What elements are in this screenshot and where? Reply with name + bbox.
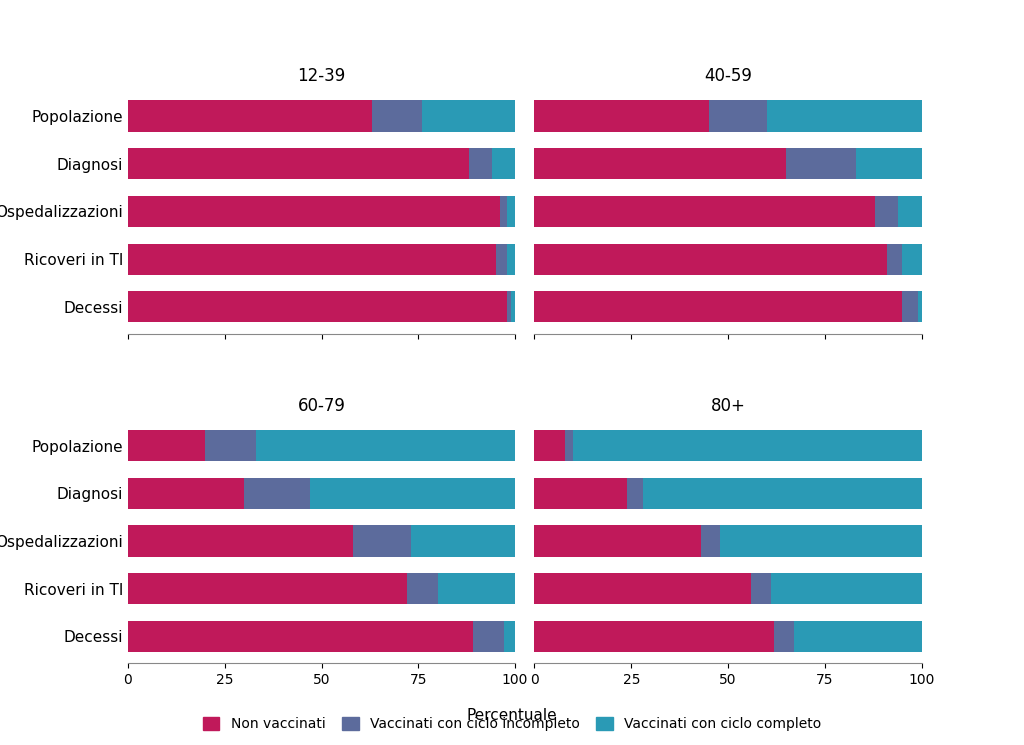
Bar: [128, 430, 206, 461]
Title: 12-39: 12-39: [297, 67, 346, 85]
Bar: [535, 573, 752, 604]
Bar: [535, 196, 876, 227]
Bar: [407, 573, 437, 604]
Bar: [492, 148, 515, 180]
Bar: [437, 573, 515, 604]
Bar: [535, 525, 701, 557]
Bar: [496, 244, 507, 275]
Bar: [128, 573, 407, 604]
Bar: [507, 291, 511, 323]
Bar: [128, 101, 372, 132]
Bar: [786, 148, 856, 180]
Bar: [902, 291, 918, 323]
Bar: [876, 196, 898, 227]
Bar: [128, 525, 352, 557]
Bar: [500, 196, 507, 227]
Bar: [511, 291, 515, 323]
Bar: [794, 621, 922, 652]
Bar: [902, 244, 922, 275]
Bar: [887, 244, 902, 275]
Bar: [352, 525, 411, 557]
Bar: [507, 244, 515, 275]
Bar: [256, 430, 515, 461]
Bar: [774, 621, 794, 652]
Bar: [918, 291, 922, 323]
Bar: [856, 148, 922, 180]
Bar: [709, 101, 767, 132]
Bar: [128, 148, 469, 180]
Bar: [767, 101, 922, 132]
Bar: [643, 478, 922, 509]
Bar: [628, 478, 643, 509]
Bar: [535, 430, 565, 461]
Bar: [535, 291, 902, 323]
Bar: [411, 525, 515, 557]
Bar: [771, 573, 922, 604]
Bar: [535, 101, 709, 132]
Bar: [507, 196, 515, 227]
Bar: [206, 430, 256, 461]
Bar: [720, 525, 922, 557]
Bar: [372, 101, 422, 132]
Bar: [310, 478, 515, 509]
Title: 60-79: 60-79: [298, 396, 345, 415]
Bar: [565, 430, 573, 461]
Bar: [504, 621, 515, 652]
Title: 40-59: 40-59: [705, 67, 752, 85]
Legend: Non vaccinati, Vaccinati con ciclo incompleto, Vaccinati con ciclo completo: Non vaccinati, Vaccinati con ciclo incom…: [196, 710, 828, 738]
Title: 80+: 80+: [711, 396, 745, 415]
Bar: [535, 621, 774, 652]
Bar: [128, 478, 244, 509]
Bar: [469, 148, 492, 180]
Bar: [128, 196, 500, 227]
Bar: [573, 430, 922, 461]
Bar: [752, 573, 771, 604]
Bar: [535, 478, 628, 509]
Bar: [898, 196, 922, 227]
Bar: [535, 148, 786, 180]
Bar: [472, 621, 504, 652]
Text: Percentuale: Percentuale: [467, 708, 557, 723]
Bar: [128, 621, 472, 652]
Bar: [701, 525, 720, 557]
Bar: [128, 291, 507, 323]
Bar: [535, 244, 887, 275]
Bar: [244, 478, 310, 509]
Bar: [422, 101, 515, 132]
Bar: [128, 244, 496, 275]
